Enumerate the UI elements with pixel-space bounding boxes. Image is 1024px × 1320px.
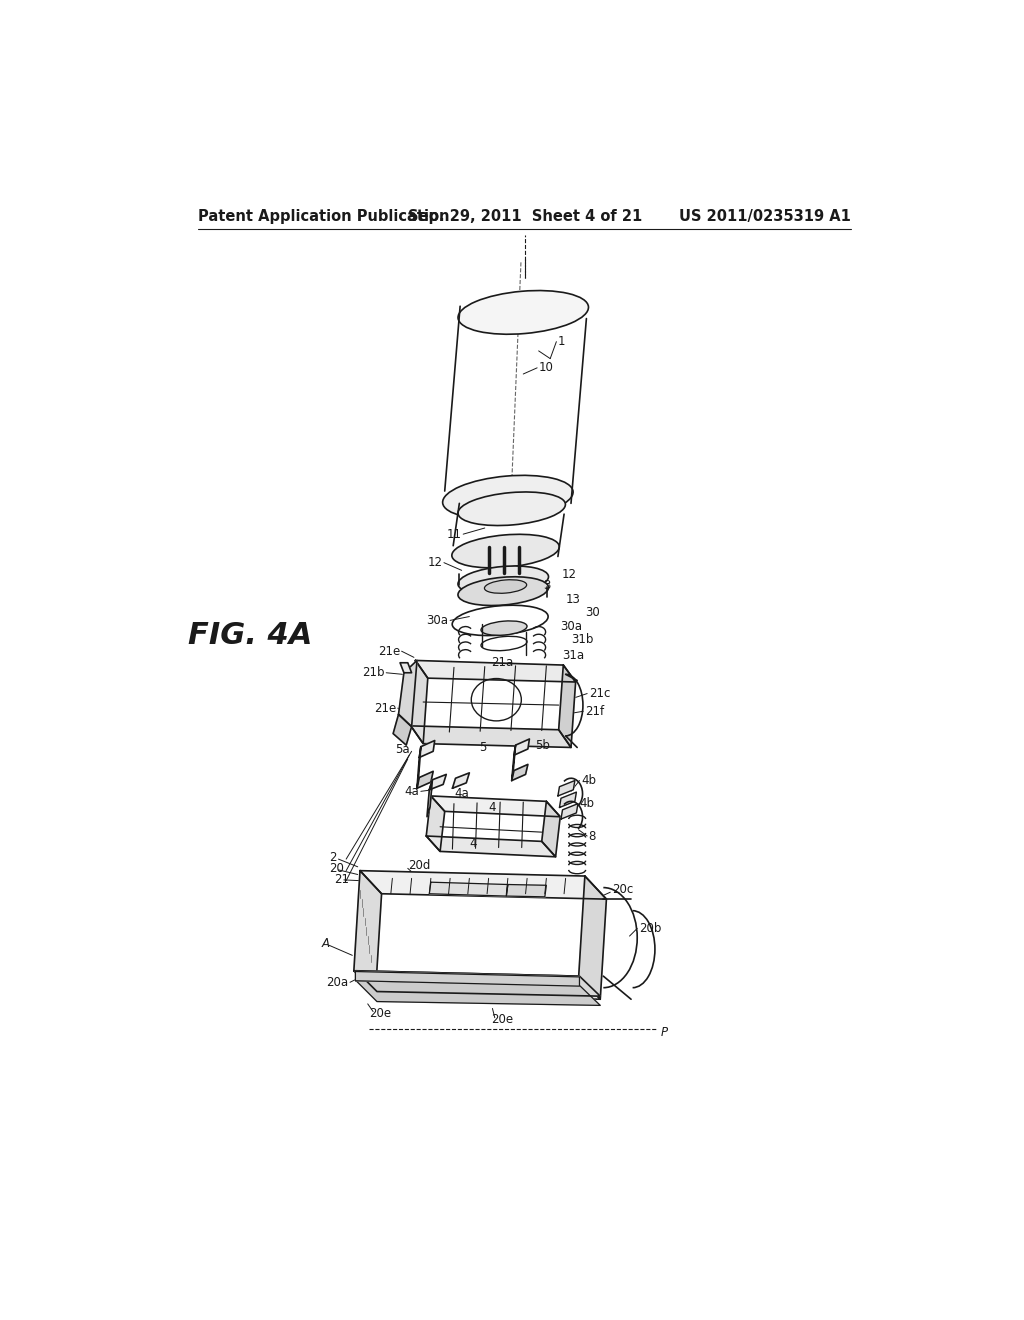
Polygon shape bbox=[419, 741, 435, 758]
Polygon shape bbox=[398, 660, 417, 726]
Text: 3: 3 bbox=[543, 579, 550, 593]
Ellipse shape bbox=[458, 492, 565, 525]
Polygon shape bbox=[559, 792, 577, 808]
Text: US 2011/0235319 A1: US 2011/0235319 A1 bbox=[679, 209, 851, 223]
Text: 5b: 5b bbox=[535, 739, 550, 751]
Text: 30: 30 bbox=[585, 606, 600, 619]
Text: 20b: 20b bbox=[639, 921, 662, 935]
Polygon shape bbox=[542, 801, 560, 857]
Text: 20e: 20e bbox=[370, 1007, 391, 1019]
Text: 4a: 4a bbox=[454, 787, 469, 800]
Polygon shape bbox=[579, 876, 606, 999]
Text: 5a: 5a bbox=[395, 743, 410, 756]
Text: 21c: 21c bbox=[589, 686, 610, 700]
Polygon shape bbox=[427, 780, 432, 817]
Polygon shape bbox=[431, 796, 560, 817]
Polygon shape bbox=[356, 981, 600, 1006]
Text: 2: 2 bbox=[330, 851, 337, 865]
Ellipse shape bbox=[458, 290, 589, 334]
Polygon shape bbox=[356, 970, 600, 997]
Text: 4: 4 bbox=[469, 837, 477, 850]
Polygon shape bbox=[512, 744, 515, 780]
Text: 4a: 4a bbox=[404, 785, 419, 797]
Text: 10: 10 bbox=[539, 362, 554, 375]
Polygon shape bbox=[453, 774, 469, 788]
Text: 1: 1 bbox=[558, 335, 565, 348]
Polygon shape bbox=[354, 970, 600, 999]
Text: 21b: 21b bbox=[362, 667, 385, 680]
Polygon shape bbox=[506, 884, 547, 896]
Text: 20d: 20d bbox=[408, 859, 430, 871]
Text: 20e: 20e bbox=[490, 1012, 513, 1026]
Polygon shape bbox=[411, 660, 428, 743]
Text: 20: 20 bbox=[330, 862, 344, 875]
Polygon shape bbox=[417, 747, 421, 788]
Polygon shape bbox=[416, 660, 575, 682]
Polygon shape bbox=[354, 871, 382, 994]
Polygon shape bbox=[558, 780, 574, 796]
Polygon shape bbox=[429, 775, 446, 789]
Ellipse shape bbox=[458, 566, 549, 595]
Text: 31a: 31a bbox=[562, 648, 584, 661]
Ellipse shape bbox=[442, 475, 573, 519]
Text: 4b: 4b bbox=[580, 797, 595, 810]
Text: 12: 12 bbox=[562, 568, 577, 581]
Polygon shape bbox=[411, 726, 571, 747]
Text: 12: 12 bbox=[427, 556, 442, 569]
Ellipse shape bbox=[458, 577, 549, 606]
Polygon shape bbox=[417, 771, 433, 788]
Polygon shape bbox=[400, 663, 412, 673]
Ellipse shape bbox=[484, 579, 526, 593]
Polygon shape bbox=[512, 764, 528, 780]
Text: 13: 13 bbox=[565, 593, 581, 606]
Polygon shape bbox=[426, 796, 444, 851]
Text: 5: 5 bbox=[479, 741, 486, 754]
Text: 20a: 20a bbox=[327, 975, 348, 989]
Polygon shape bbox=[559, 665, 575, 747]
Text: Patent Application Publication: Patent Application Publication bbox=[199, 209, 450, 223]
Text: 8: 8 bbox=[589, 829, 596, 842]
Polygon shape bbox=[355, 972, 580, 986]
Text: 31b: 31b bbox=[571, 634, 593, 647]
Polygon shape bbox=[429, 882, 508, 896]
Text: 30a: 30a bbox=[427, 614, 449, 627]
Polygon shape bbox=[561, 804, 578, 818]
Ellipse shape bbox=[481, 620, 527, 635]
Text: 4b: 4b bbox=[581, 774, 596, 787]
Polygon shape bbox=[426, 836, 556, 857]
Ellipse shape bbox=[452, 535, 559, 568]
Text: 21f: 21f bbox=[585, 705, 604, 718]
Text: 20c: 20c bbox=[611, 883, 633, 896]
Polygon shape bbox=[514, 739, 529, 755]
Text: FIG. 4A: FIG. 4A bbox=[187, 622, 312, 651]
Text: A: A bbox=[322, 937, 330, 950]
Text: 11: 11 bbox=[446, 528, 462, 541]
Polygon shape bbox=[360, 871, 606, 899]
Text: Sep. 29, 2011  Sheet 4 of 21: Sep. 29, 2011 Sheet 4 of 21 bbox=[408, 209, 642, 223]
Text: 4: 4 bbox=[488, 801, 496, 814]
Text: 30a: 30a bbox=[560, 620, 583, 634]
Text: 21e: 21e bbox=[374, 702, 396, 714]
Text: P: P bbox=[660, 1026, 668, 1039]
Polygon shape bbox=[393, 714, 412, 744]
Text: 21a: 21a bbox=[490, 656, 513, 669]
Text: 21: 21 bbox=[335, 873, 349, 886]
Text: 21e: 21e bbox=[378, 644, 400, 657]
